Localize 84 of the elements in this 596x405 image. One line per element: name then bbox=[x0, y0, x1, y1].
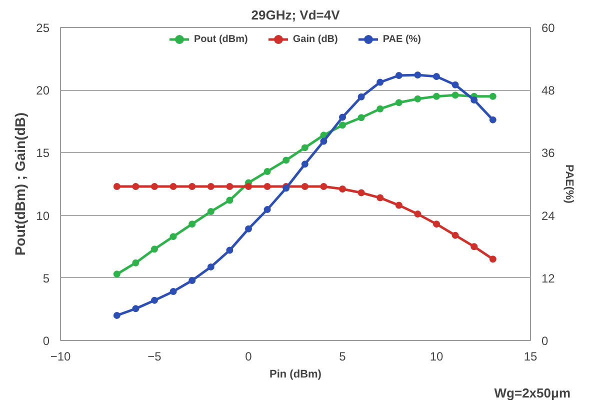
point bbox=[170, 183, 177, 190]
point bbox=[433, 73, 440, 80]
y2-tick-label: 36 bbox=[542, 146, 556, 160]
y2-axis-title: PAE(%) bbox=[562, 164, 575, 204]
point bbox=[226, 183, 234, 190]
point bbox=[301, 144, 308, 152]
point bbox=[376, 194, 384, 202]
point bbox=[188, 277, 196, 284]
y-tick-label: 10 bbox=[36, 208, 50, 223]
x-tick-label: −10 bbox=[50, 350, 72, 364]
y2-tick-label: 12 bbox=[542, 271, 556, 286]
point bbox=[358, 189, 365, 196]
x-tick-label: 10 bbox=[430, 350, 444, 364]
y-tick-label: 25 bbox=[36, 21, 50, 35]
point bbox=[188, 220, 196, 228]
point bbox=[489, 116, 496, 124]
point bbox=[358, 93, 365, 100]
y-tick-label: 20 bbox=[36, 84, 50, 98]
y2-tick-label: 60 bbox=[542, 21, 556, 35]
point bbox=[452, 81, 459, 88]
point bbox=[395, 72, 402, 79]
point bbox=[339, 114, 346, 121]
point bbox=[414, 210, 422, 218]
y2-tick-label: 48 bbox=[542, 84, 556, 98]
point bbox=[264, 206, 271, 214]
point bbox=[264, 183, 271, 190]
point bbox=[376, 78, 384, 86]
point bbox=[113, 312, 120, 319]
point bbox=[433, 220, 440, 228]
y-tick-label: 15 bbox=[36, 146, 50, 160]
point bbox=[470, 243, 478, 250]
point bbox=[489, 92, 496, 100]
point bbox=[301, 183, 308, 190]
point bbox=[376, 105, 384, 112]
point bbox=[226, 196, 234, 204]
point bbox=[151, 246, 158, 253]
point bbox=[395, 99, 402, 106]
point bbox=[188, 183, 196, 190]
y2-tick-label: 0 bbox=[542, 334, 548, 348]
point bbox=[245, 225, 252, 232]
legend-label: Gain (dB) bbox=[292, 34, 338, 44]
point bbox=[320, 138, 328, 145]
point bbox=[245, 183, 252, 190]
chart-title: 29GHz; Vd=4V bbox=[251, 8, 340, 22]
point bbox=[452, 232, 459, 239]
point bbox=[489, 256, 496, 263]
legend-label: PAE (%) bbox=[382, 34, 422, 44]
point bbox=[470, 96, 478, 104]
x-tick-label: 5 bbox=[339, 350, 346, 364]
point bbox=[226, 246, 234, 254]
point bbox=[339, 122, 346, 129]
point bbox=[207, 208, 214, 216]
point bbox=[395, 202, 402, 209]
point bbox=[132, 259, 140, 266]
point bbox=[207, 183, 214, 190]
point bbox=[339, 186, 346, 192]
y-tick-label: 0 bbox=[42, 334, 50, 348]
x-tick-label: 0 bbox=[245, 350, 252, 364]
point bbox=[282, 156, 290, 164]
text: Wg=2x50μm bbox=[494, 386, 571, 400]
point bbox=[452, 92, 459, 99]
point bbox=[132, 183, 140, 190]
point bbox=[301, 160, 308, 168]
x-tick-label: −5 bbox=[148, 350, 162, 364]
point bbox=[170, 288, 177, 295]
y-tick-label: 5 bbox=[42, 271, 50, 286]
x-tick-label: 15 bbox=[524, 350, 538, 364]
point bbox=[414, 71, 422, 78]
point bbox=[264, 168, 271, 175]
point bbox=[358, 114, 365, 122]
point bbox=[414, 95, 422, 102]
y2-tick-label: 24 bbox=[542, 208, 556, 223]
point bbox=[151, 183, 158, 190]
point bbox=[151, 296, 158, 304]
point bbox=[132, 305, 140, 312]
point bbox=[207, 263, 214, 270]
point bbox=[433, 92, 440, 100]
point bbox=[320, 183, 328, 190]
point bbox=[113, 183, 120, 190]
point bbox=[170, 233, 177, 240]
y-axis-title: Pout(dBm) ; Gain(dB) bbox=[12, 112, 28, 256]
legend-label: Pout (dBm) bbox=[194, 34, 248, 44]
point bbox=[113, 270, 120, 278]
x-axis-title: Pin (dBm) bbox=[270, 368, 322, 380]
